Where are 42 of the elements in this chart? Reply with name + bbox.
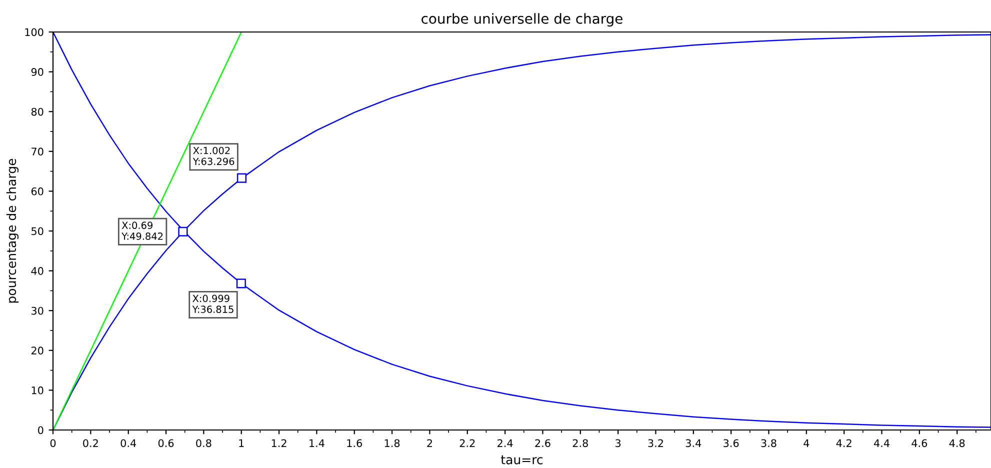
x-tick-label: 2.4 xyxy=(498,439,513,447)
x-tick-label: 0.4 xyxy=(120,439,136,448)
y-axis-title: pourcentage de charge xyxy=(6,158,19,303)
y-tick-label: 10 xyxy=(32,386,44,394)
annotation: X:0.69 Y:49.842 xyxy=(122,222,163,240)
x-axis-title: tau=rc xyxy=(500,455,543,464)
x-tick-label: 1.8 xyxy=(384,439,400,448)
x-tick-label: 4.4 xyxy=(874,439,890,447)
y-tick-label: 100 xyxy=(25,28,44,36)
x-tick-label: 4.8 xyxy=(949,439,965,448)
y-tick-label: 50 xyxy=(32,227,44,236)
x-tick-label: 1.2 xyxy=(272,439,286,447)
y-tick-label: 20 xyxy=(31,346,44,355)
x-tick-label: 1 xyxy=(239,439,244,447)
x-tick-label: 2.6 xyxy=(535,439,550,448)
x-tick-label: 2.8 xyxy=(572,439,588,448)
x-tick-label: 2.2 xyxy=(460,439,475,447)
x-tick-label: 4.6 xyxy=(912,439,928,448)
x-tick-label: 3.4 xyxy=(686,439,702,448)
x-tick-label: 3 xyxy=(616,439,621,448)
x-tick-label: 4 xyxy=(804,439,810,447)
x-tick-label: 0.8 xyxy=(196,439,212,448)
y-tick-label: 40 xyxy=(31,267,44,275)
chart-title: courbe universelle de charge xyxy=(422,13,622,27)
x-tick-label: 0 xyxy=(50,439,56,448)
x-tick-label: 0.2 xyxy=(83,439,98,448)
annotation: X:1.002 Y:63.296 xyxy=(192,146,234,166)
x-tick-label: 3.8 xyxy=(761,439,776,448)
x-tick-label: 1.4 xyxy=(310,439,324,447)
x-tick-label: 3.2 xyxy=(648,439,663,448)
annotation: X:0.999 Y:36.815 xyxy=(192,294,234,313)
y-tick-label: 60 xyxy=(31,187,44,196)
y-tick-label: 70 xyxy=(32,148,44,156)
x-tick-label: 4.2 xyxy=(836,439,852,447)
x-tick-label: 2 xyxy=(427,439,432,447)
y-tick-label: 90 xyxy=(31,68,44,76)
x-tick-label: 3.6 xyxy=(724,439,739,448)
y-tick-label: 0 xyxy=(38,426,44,434)
x-tick-label: 1.6 xyxy=(347,439,362,448)
y-tick-label: 30 xyxy=(32,306,44,315)
y-tick-label: 80 xyxy=(31,108,44,116)
x-tick-label: 0.6 xyxy=(158,439,174,448)
